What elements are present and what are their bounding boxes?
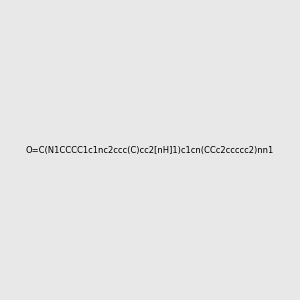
Text: O=C(N1CCCC1c1nc2ccc(C)cc2[nH]1)c1cn(CCc2ccccc2)nn1: O=C(N1CCCC1c1nc2ccc(C)cc2[nH]1)c1cn(CCc2… [26,146,274,154]
